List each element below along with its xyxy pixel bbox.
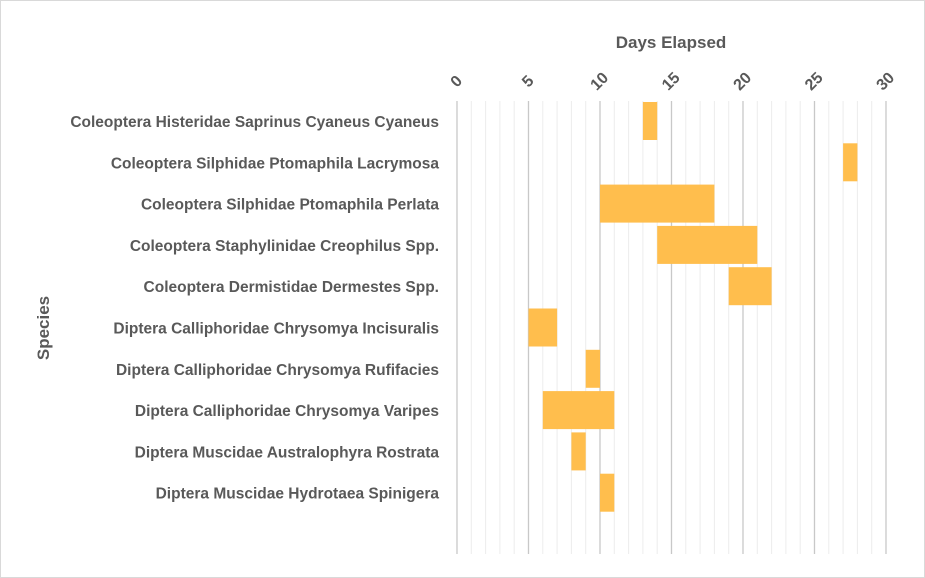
category-label: Coleoptera Silphidae Ptomaphila Perlata: [141, 197, 439, 214]
x-tick-label: 10: [588, 69, 613, 94]
category-label: Diptera Muscidae Hydrotaea Spinigera: [156, 486, 440, 503]
bar: [642, 102, 658, 140]
x-tick-label: 20: [731, 69, 756, 94]
bar: [657, 225, 758, 264]
x-tick-label: 25: [802, 69, 827, 94]
category-label: Coleoptera Dermistidae Dermestes Spp.: [144, 279, 439, 296]
category-label: Coleoptera Silphidae Ptomaphila Lacrymos…: [111, 155, 440, 172]
bar: [843, 143, 858, 182]
bar: [585, 349, 600, 388]
bar: [542, 391, 615, 430]
bars: [528, 102, 858, 512]
x-axis-label: Days Elapsed: [616, 33, 727, 52]
bar: [571, 432, 586, 471]
category-label: Diptera Calliphoridae Chrysomya Incisura…: [113, 321, 439, 338]
category-label: Diptera Calliphoridae Chrysomya Varipes: [135, 403, 439, 420]
y-axis-label: Species: [34, 296, 53, 360]
bar: [528, 308, 558, 347]
category-label: Diptera Calliphoridae Chrysomya Rufifaci…: [116, 362, 439, 379]
bar: [600, 184, 715, 223]
category-label: Coleoptera Staphylinidae Creophilus Spp.: [130, 238, 439, 255]
gridlines: [456, 101, 887, 554]
bar: [728, 267, 772, 306]
x-tick-label: 30: [874, 69, 899, 94]
x-tick-label: 0: [448, 73, 466, 91]
x-tick-labels: 0 5 10 15 20 25 30: [448, 69, 899, 94]
category-labels: Coleoptera Histeridae Saprinus Cyaneus C…: [70, 114, 439, 503]
x-tick-label: 5: [519, 73, 537, 91]
category-label: Diptera Muscidae Australophyra Rostrata: [135, 444, 440, 461]
bar: [600, 473, 615, 512]
x-tick-label: 15: [659, 69, 684, 94]
category-label: Coleoptera Histeridae Saprinus Cyaneus C…: [70, 114, 439, 131]
